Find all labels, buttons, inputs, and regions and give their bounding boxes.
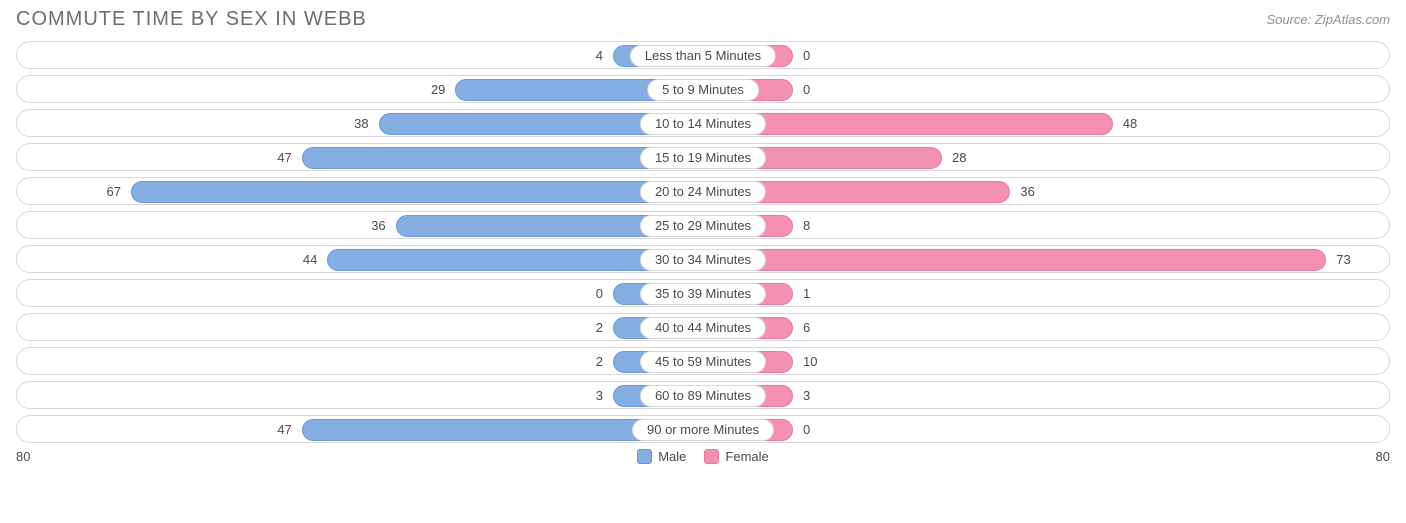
value-label-female: 48 bbox=[1123, 110, 1137, 138]
value-label-male: 47 bbox=[277, 144, 291, 172]
value-label-female: 6 bbox=[803, 314, 810, 342]
value-label-female: 73 bbox=[1336, 246, 1350, 274]
category-label: 15 to 19 Minutes bbox=[640, 147, 766, 169]
value-label-male: 38 bbox=[354, 110, 368, 138]
value-label-female: 0 bbox=[803, 76, 810, 104]
value-label-male: 2 bbox=[596, 348, 603, 376]
category-label: 5 to 9 Minutes bbox=[647, 79, 759, 101]
chart-row: 10 to 14 Minutes 38 48 bbox=[16, 109, 1390, 137]
legend: Male Female bbox=[637, 449, 769, 464]
value-label-female: 36 bbox=[1020, 178, 1034, 206]
chart-footer: 80 Male Female 80 bbox=[16, 449, 1390, 464]
chart-title: COMMUTE TIME BY SEX IN WEBB bbox=[16, 8, 367, 31]
value-label-male: 29 bbox=[431, 76, 445, 104]
value-label-male: 47 bbox=[277, 416, 291, 444]
chart-row: 30 to 34 Minutes 44 73 bbox=[16, 245, 1390, 273]
chart-container: COMMUTE TIME BY SEX IN WEBB Source: ZipA… bbox=[0, 0, 1406, 523]
category-label: 60 to 89 Minutes bbox=[640, 385, 766, 407]
category-label: 45 to 59 Minutes bbox=[640, 351, 766, 373]
value-label-female: 10 bbox=[803, 348, 817, 376]
chart-row: 40 to 44 Minutes 2 6 bbox=[16, 313, 1390, 341]
value-label-male: 4 bbox=[596, 42, 603, 70]
chart-row: 45 to 59 Minutes 2 10 bbox=[16, 347, 1390, 375]
value-label-male: 67 bbox=[107, 178, 121, 206]
category-label: 10 to 14 Minutes bbox=[640, 113, 766, 135]
legend-swatch-male bbox=[637, 449, 652, 464]
axis-max-left: 80 bbox=[16, 449, 30, 464]
category-label: 25 to 29 Minutes bbox=[640, 215, 766, 237]
bar-female bbox=[703, 249, 1326, 271]
chart-row: 35 to 39 Minutes 0 1 bbox=[16, 279, 1390, 307]
chart-row: 90 or more Minutes 47 0 bbox=[16, 415, 1390, 443]
value-label-female: 28 bbox=[952, 144, 966, 172]
value-label-male: 0 bbox=[596, 280, 603, 308]
value-label-male: 36 bbox=[371, 212, 385, 240]
category-label: Less than 5 Minutes bbox=[630, 45, 776, 67]
axis-max-right: 80 bbox=[1376, 449, 1390, 464]
legend-label-female: Female bbox=[725, 449, 768, 464]
category-label: 40 to 44 Minutes bbox=[640, 317, 766, 339]
chart-row: Less than 5 Minutes 4 0 bbox=[16, 41, 1390, 69]
category-label: 35 to 39 Minutes bbox=[640, 283, 766, 305]
legend-label-male: Male bbox=[658, 449, 686, 464]
chart-row: 25 to 29 Minutes 36 8 bbox=[16, 211, 1390, 239]
legend-swatch-female bbox=[704, 449, 719, 464]
value-label-female: 1 bbox=[803, 280, 810, 308]
category-label: 20 to 24 Minutes bbox=[640, 181, 766, 203]
chart-header: COMMUTE TIME BY SEX IN WEBB Source: ZipA… bbox=[16, 8, 1390, 31]
value-label-male: 2 bbox=[596, 314, 603, 342]
legend-item-male: Male bbox=[637, 449, 686, 464]
chart-row: 5 to 9 Minutes 29 0 bbox=[16, 75, 1390, 103]
category-label: 90 or more Minutes bbox=[632, 419, 774, 441]
chart-source: Source: ZipAtlas.com bbox=[1266, 12, 1390, 27]
chart-row: 20 to 24 Minutes 67 36 bbox=[16, 177, 1390, 205]
legend-item-female: Female bbox=[704, 449, 768, 464]
chart-row: 15 to 19 Minutes 47 28 bbox=[16, 143, 1390, 171]
value-label-female: 0 bbox=[803, 416, 810, 444]
value-label-male: 3 bbox=[596, 382, 603, 410]
value-label-female: 8 bbox=[803, 212, 810, 240]
value-label-female: 0 bbox=[803, 42, 810, 70]
value-label-male: 44 bbox=[303, 246, 317, 274]
chart-row: 60 to 89 Minutes 3 3 bbox=[16, 381, 1390, 409]
category-label: 30 to 34 Minutes bbox=[640, 249, 766, 271]
chart-rows: Less than 5 Minutes405 to 9 Minutes29010… bbox=[16, 41, 1390, 443]
bar-male bbox=[131, 181, 703, 203]
value-label-female: 3 bbox=[803, 382, 810, 410]
